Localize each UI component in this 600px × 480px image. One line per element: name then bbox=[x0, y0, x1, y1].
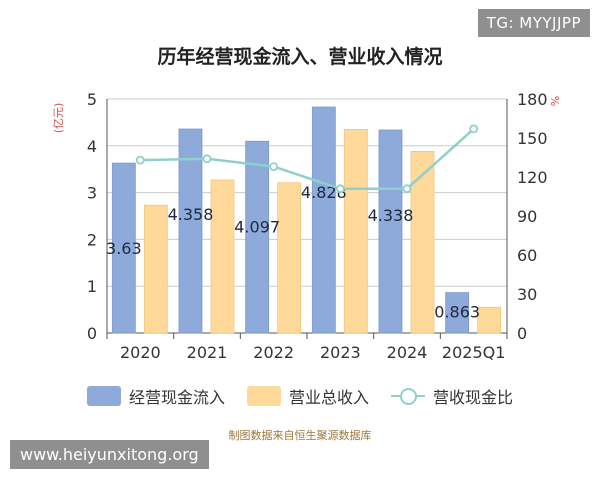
tg-badge: TG: MYYJJPP bbox=[477, 9, 590, 37]
x-tick-label: 2023 bbox=[320, 343, 361, 362]
x-tick-label: 2020 bbox=[120, 343, 161, 362]
data-label-cash-inflow: 4.338 bbox=[368, 206, 414, 225]
data-label-cash-inflow: 4.358 bbox=[168, 205, 214, 224]
y-left-tick-label: 2 bbox=[87, 230, 97, 249]
bar-cash-inflow bbox=[445, 292, 470, 334]
point-ratio bbox=[335, 184, 345, 194]
bar-cash-inflow bbox=[111, 162, 136, 334]
data-label-cash-inflow: 4.097 bbox=[234, 217, 280, 236]
bar-revenue bbox=[277, 182, 302, 334]
bar-revenue bbox=[477, 306, 502, 334]
bar-revenue bbox=[210, 179, 235, 334]
y-left-tick-label: 5 bbox=[87, 90, 97, 109]
legend-label-revenue: 营业总收入 bbox=[288, 388, 369, 407]
website-watermark: www.heiyunxitong.org bbox=[10, 440, 209, 469]
x-tick-label: 2022 bbox=[253, 343, 294, 362]
y-right-tick-label: 30 bbox=[517, 285, 537, 304]
chart-title: 历年经营现金流入、营业收入情况 bbox=[157, 46, 443, 68]
bar-revenue bbox=[143, 204, 168, 334]
legend-swatch-ratio bbox=[391, 386, 425, 406]
legend-item-cash-inflow: 经营现金流入 bbox=[86, 384, 225, 408]
y-left-tick-label: 3 bbox=[87, 184, 97, 203]
bar-revenue bbox=[343, 129, 368, 334]
point-ratio bbox=[469, 124, 479, 134]
y-right-tick-label: 180 bbox=[517, 90, 548, 109]
legend-label-cash-inflow: 经营现金流入 bbox=[128, 388, 225, 407]
data-label-cash-inflow: 3.63 bbox=[106, 239, 142, 258]
bar-cash-inflow bbox=[311, 106, 336, 334]
point-ratio bbox=[269, 162, 279, 172]
y-left-tick-label: 4 bbox=[87, 137, 97, 156]
legend-item-revenue: 营业总收入 bbox=[246, 384, 369, 408]
chart-legend: 经营现金流入 营业总收入 营收现金比 bbox=[0, 384, 600, 408]
point-ratio bbox=[135, 155, 145, 165]
point-ratio bbox=[402, 184, 412, 194]
x-tick-label: 2021 bbox=[187, 343, 228, 362]
point-ratio bbox=[202, 154, 212, 164]
legend-label-ratio: 营收现金比 bbox=[433, 388, 514, 407]
y-right-tick-label: 150 bbox=[517, 129, 548, 148]
y-right-tick-label: 120 bbox=[517, 168, 548, 187]
y-right-unit-label: % bbox=[549, 96, 562, 106]
data-source-note: 制图数据来自恒生聚源数据库 bbox=[228, 429, 372, 442]
y-right-tick-label: 90 bbox=[517, 207, 537, 226]
legend-item-ratio: 营收现金比 bbox=[391, 384, 513, 408]
legend-swatch-cash-inflow bbox=[86, 386, 121, 406]
x-tick-label: 2024 bbox=[387, 343, 428, 362]
y-left-unit-label: (亿元) bbox=[52, 103, 65, 134]
bar-cash-inflow bbox=[378, 129, 403, 334]
y-right-tick-label: 60 bbox=[517, 246, 537, 265]
bar-cash-inflow bbox=[245, 140, 270, 334]
bar-cash-inflow bbox=[178, 128, 203, 334]
legend-swatch-revenue bbox=[246, 386, 281, 406]
y-right-tick-label: 0 bbox=[517, 324, 527, 343]
y-left-tick-label: 0 bbox=[87, 324, 97, 343]
y-left-tick-label: 1 bbox=[87, 277, 97, 296]
x-tick-label: 2025Q1 bbox=[442, 343, 506, 362]
data-label-cash-inflow: 0.863 bbox=[434, 303, 480, 322]
line-ratio bbox=[140, 127, 475, 190]
bar-revenue bbox=[410, 151, 435, 334]
